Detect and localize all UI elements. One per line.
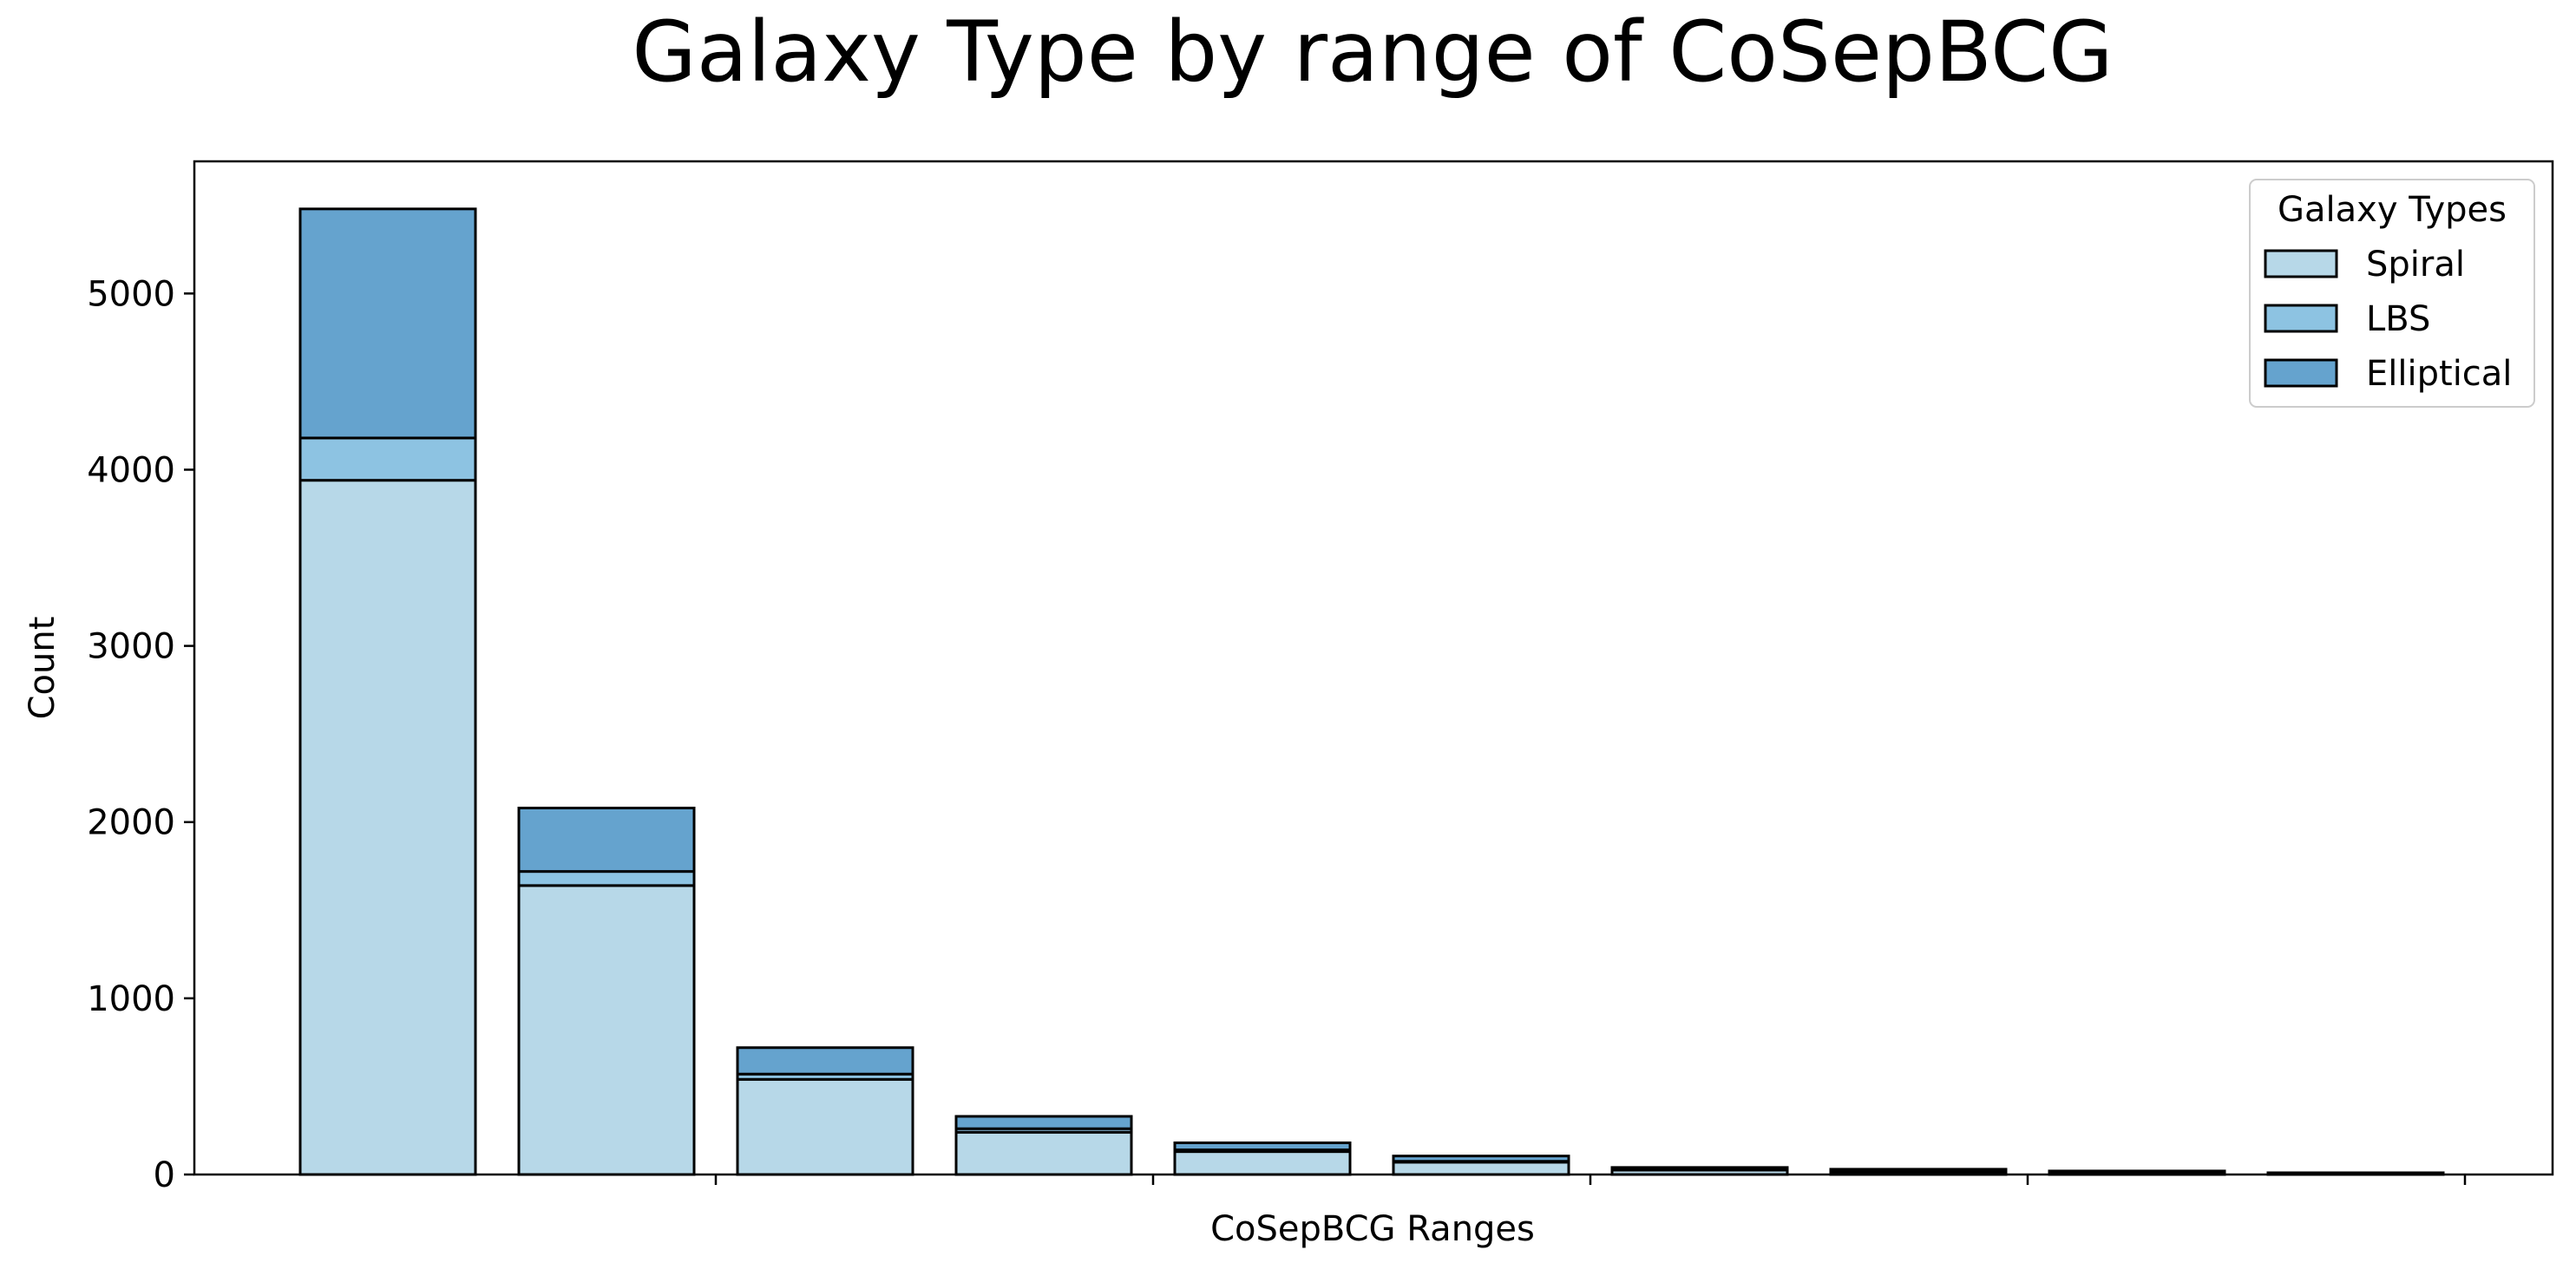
bars-layer xyxy=(298,207,2445,1176)
x-axis xyxy=(714,1175,2467,1185)
bar-elliptical-3 xyxy=(736,1046,914,1076)
bar-spiral-5 xyxy=(1173,1150,1352,1176)
bar-spiral-6 xyxy=(1392,1161,1570,1176)
bar-elliptical-5 xyxy=(1173,1141,1352,1152)
legend-swatch-elliptical xyxy=(2264,358,2338,388)
y-tick-label: 0 xyxy=(154,1155,175,1195)
legend-title: Galaxy Types xyxy=(2278,190,2507,230)
plot-frame xyxy=(193,160,2554,1176)
legend-swatch-lbs xyxy=(2264,304,2338,333)
bar-elliptical-2 xyxy=(517,806,696,874)
y-tick-label: 5000 xyxy=(87,274,175,314)
y-tick-label: 3000 xyxy=(87,627,175,667)
bar-spiral-3 xyxy=(736,1077,914,1176)
bar-elliptical-8 xyxy=(1829,1168,2008,1173)
legend-label-lbs: LBS xyxy=(2366,299,2430,339)
bar-elliptical-1 xyxy=(298,207,477,440)
legend-label-spiral: Spiral xyxy=(2366,245,2465,285)
legend-swatch-spiral xyxy=(2264,249,2338,278)
bar-spiral-4 xyxy=(954,1130,1133,1176)
legend-entries: Spiral LBS Elliptical xyxy=(2264,245,2512,394)
x-axis-label: CoSepBCG Ranges xyxy=(1210,1209,1535,1249)
legend-label-elliptical: Elliptical xyxy=(2366,354,2512,394)
bar-spiral-1 xyxy=(298,479,477,1176)
bar-spiral-2 xyxy=(517,884,696,1176)
legend-box xyxy=(2249,179,2535,408)
y-axis: 0 1000 2000 3000 4000 5000 xyxy=(87,274,194,1195)
y-tick-label: 1000 xyxy=(87,979,175,1019)
bar-elliptical-9 xyxy=(2048,1169,2226,1174)
bar-elliptical-6 xyxy=(1392,1155,1570,1163)
y-tick-label: 2000 xyxy=(87,803,175,843)
chart-title: Galaxy Type by range of CoSepBCG xyxy=(632,3,2113,101)
bar-lbs-1 xyxy=(298,436,477,482)
legend: Galaxy Types Spiral LBS Elliptical xyxy=(2249,179,2535,408)
bar-elliptical-4 xyxy=(954,1115,1133,1130)
bar-elliptical-7 xyxy=(1610,1166,1789,1171)
bar-lbs-2 xyxy=(517,870,696,887)
y-tick-label: 4000 xyxy=(87,450,175,490)
y-axis-label: Count xyxy=(23,617,62,720)
